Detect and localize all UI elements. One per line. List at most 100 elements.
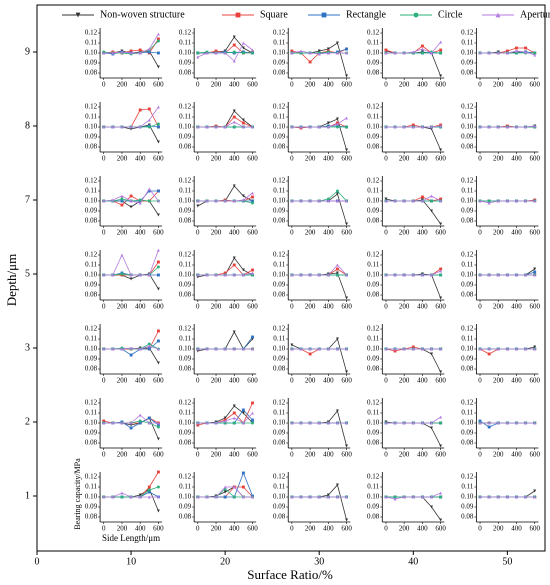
inner-y-tick-label: 0.08 bbox=[179, 439, 192, 447]
data-point bbox=[156, 437, 160, 441]
data-point bbox=[336, 189, 339, 193]
inner-y-tick-label: 0.09 bbox=[85, 133, 98, 141]
inner-y-tick-label: 0.12 bbox=[273, 473, 286, 481]
inner-x-tick-label: 400 bbox=[511, 451, 522, 459]
data-point bbox=[496, 125, 500, 129]
inner-x-tick-label: 600 bbox=[435, 155, 446, 163]
data-point bbox=[496, 273, 500, 277]
data-point bbox=[138, 419, 142, 423]
inner-y-tick-label: 0.12 bbox=[179, 177, 192, 185]
data-point bbox=[251, 335, 254, 339]
inner-x-tick-label: 200 bbox=[493, 525, 504, 533]
data-point bbox=[156, 105, 160, 109]
inner-y-tick-label: 0.12 bbox=[273, 103, 286, 111]
inner-y-tick-label: 0.09 bbox=[179, 207, 192, 215]
inner-x-tick-label: 400 bbox=[135, 525, 146, 533]
data-point bbox=[336, 41, 339, 45]
data-point bbox=[102, 421, 106, 425]
inner-x-tick-label: 0 bbox=[290, 377, 294, 385]
data-point bbox=[308, 51, 312, 55]
inner-x-tick-label: 600 bbox=[341, 81, 352, 89]
inner-y-tick-label: 0.12 bbox=[85, 177, 98, 185]
inner-y-tick-label: 0.10 bbox=[179, 345, 192, 353]
inner-y-tick-label: 0.11 bbox=[273, 113, 285, 121]
inner-x-tick-label: 400 bbox=[229, 451, 240, 459]
inner-y-tick-label: 0.11 bbox=[179, 39, 191, 47]
data-point bbox=[138, 421, 142, 425]
data-point bbox=[496, 495, 500, 499]
inner-y-tick-label: 0.09 bbox=[179, 429, 192, 437]
inner-x-tick-label: 200 bbox=[305, 81, 316, 89]
inner-y-tick-label: 0.12 bbox=[461, 177, 474, 185]
inner-y-tick-label: 0.12 bbox=[179, 251, 192, 259]
inner-x-tick-label: 200 bbox=[493, 155, 504, 163]
inner-y-tick-label: 0.10 bbox=[273, 493, 286, 501]
data-point bbox=[505, 125, 509, 129]
data-point bbox=[111, 273, 115, 277]
inner-x-tick-label: 0 bbox=[384, 525, 388, 533]
inner-y-tick-label: 0.12 bbox=[367, 103, 380, 111]
data-point bbox=[439, 197, 443, 201]
data-point bbox=[393, 51, 397, 55]
inner-y-tick-label: 0.09 bbox=[273, 355, 286, 363]
inner-y-tick-label: 0.08 bbox=[367, 365, 380, 373]
data-point bbox=[384, 495, 388, 499]
data-point bbox=[241, 46, 245, 50]
data-point bbox=[326, 495, 330, 499]
data-point bbox=[241, 125, 245, 129]
inner-y-tick-label: 0.09 bbox=[367, 429, 380, 437]
inner-y-tick-label: 0.09 bbox=[85, 281, 98, 289]
data-point bbox=[232, 330, 236, 334]
inner-x-tick-label: 0 bbox=[102, 377, 106, 385]
inner-x-tick-label: 600 bbox=[529, 525, 540, 533]
data-point bbox=[524, 495, 528, 499]
data-point bbox=[402, 495, 406, 499]
inner-x-tick-label: 0 bbox=[290, 525, 294, 533]
data-point bbox=[205, 51, 209, 55]
inner-y-tick-label: 0.10 bbox=[179, 123, 192, 131]
data-point bbox=[524, 46, 528, 50]
data-point bbox=[138, 273, 142, 277]
data-point bbox=[138, 48, 142, 52]
inner-x-tick-label: 600 bbox=[341, 229, 352, 237]
series-line bbox=[385, 126, 442, 151]
inner-y-tick-label: 0.09 bbox=[85, 355, 98, 363]
inner-y-tick-label: 0.10 bbox=[85, 49, 98, 57]
data-point bbox=[232, 120, 236, 124]
data-point bbox=[420, 199, 424, 203]
data-point bbox=[251, 195, 254, 199]
data-point bbox=[496, 421, 500, 425]
data-point bbox=[439, 495, 443, 499]
inner-y-tick-label: 0.10 bbox=[367, 345, 380, 353]
data-point bbox=[223, 125, 227, 129]
data-point bbox=[430, 199, 433, 203]
data-point bbox=[402, 199, 406, 203]
inner-x-tick-label: 400 bbox=[323, 229, 334, 237]
inner-x-tick-label: 200 bbox=[305, 377, 316, 385]
inner-x-tick-label: 200 bbox=[211, 303, 222, 311]
inner-x-tick-label: 600 bbox=[435, 451, 446, 459]
data-point bbox=[232, 43, 236, 47]
inner-x-tick-label: 400 bbox=[229, 377, 240, 385]
data-point bbox=[147, 273, 151, 277]
data-point bbox=[241, 485, 245, 489]
data-point bbox=[336, 337, 339, 341]
legend-label: Circle bbox=[438, 9, 463, 20]
inner-x-tick-label: 400 bbox=[323, 451, 334, 459]
data-point bbox=[156, 125, 160, 129]
data-point bbox=[478, 273, 482, 277]
inner-x-tick-label: 600 bbox=[247, 229, 258, 237]
data-point bbox=[232, 485, 236, 489]
data-point bbox=[439, 124, 443, 128]
data-point bbox=[138, 198, 142, 202]
inner-y-tick-label: 0.08 bbox=[85, 143, 98, 151]
inner-y-tick-label: 0.11 bbox=[85, 483, 97, 491]
data-point bbox=[299, 495, 303, 499]
data-point bbox=[241, 121, 245, 125]
data-point bbox=[196, 51, 200, 55]
inner-x-tick-label: 600 bbox=[529, 451, 540, 459]
inner-x-tick-label: 600 bbox=[247, 377, 258, 385]
inner-y-tick-label: 0.10 bbox=[85, 271, 98, 279]
series-line bbox=[385, 348, 442, 373]
series-line bbox=[385, 496, 441, 521]
